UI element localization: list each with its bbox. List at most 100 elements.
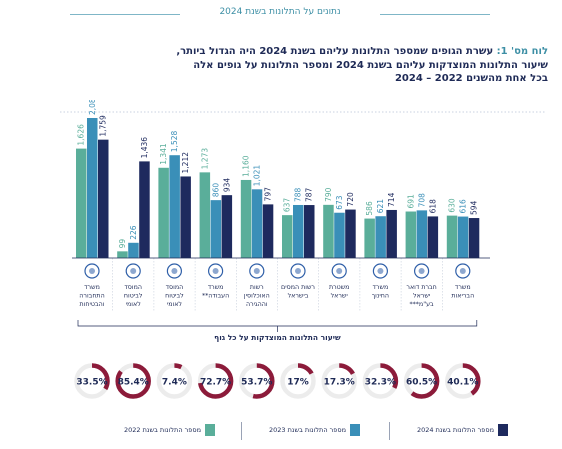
rate-value: 17.3% [324,378,355,388]
bar-value-label: 797 [264,187,273,202]
category-label: וההגירה [246,301,268,308]
rate-ring [74,363,110,399]
org-logo-mark [377,268,384,274]
bar [468,218,480,258]
category-label: המוסד [166,284,184,291]
bar-value-label: 788 [294,187,303,202]
bar [199,172,211,258]
bar-value-label: 1,528 [170,131,179,153]
rate-ring [321,363,357,399]
page-header-text: נתונים על התלונות בשנת 2024 [219,7,341,17]
bar-value-label: 708 [417,193,426,208]
bar-value-label: 1,341 [159,143,168,165]
chart-title-line-2: שיעור התלונות המוצדקות עליהם בשנת 2024 ו… [193,59,548,71]
bar-value-label: 594 [470,200,479,215]
category-label: העבודה** [202,293,229,300]
header-divider-left [70,14,180,15]
bar [375,216,386,258]
rate-value: 7.4% [162,378,187,388]
bar-value-label: 586 [365,201,374,216]
rate-value: 60.5% [406,378,437,388]
bar-value-label: 934 [222,178,231,193]
bar [416,210,428,258]
org-logo-mark [89,268,95,274]
category-label: התחבורה [79,293,104,300]
category-label: משרד [208,284,224,291]
bar [345,209,356,258]
legend-label-2023: מספר התלונות בשנת 2023 [269,426,346,434]
chart-title-line-3: בכל אחת מהשנים 2022 – 2024 [394,73,548,84]
bar-value-label: 621 [376,199,385,214]
category-label: המוסד [124,284,142,291]
org-logo-mark [459,268,466,274]
bar [386,209,397,258]
category-label: לביטוח [124,293,143,300]
bar [158,167,169,258]
bar-value-label: 1,021 [253,165,262,187]
rate-ring [362,363,399,399]
bar [282,215,293,258]
category-label: והבטיחות [80,301,105,308]
bar [210,200,222,258]
category-label: הבריאות [451,293,474,300]
bar [457,216,469,258]
bar [139,161,150,258]
bar [334,212,345,258]
bar-value-label: 1,160 [242,155,251,177]
org-logo-mark [171,268,178,274]
bar [117,251,128,258]
legend: מספר התלונות בשנת 2024 מספר התלונות בשנת… [70,420,560,444]
bar-value-label: 637 [283,198,292,213]
rate-value: 53.7% [241,378,272,388]
bar-value-label: 1,759 [99,115,108,137]
rate-label: שיעור התלונות המוצדקות על כל גוף [214,333,341,342]
org-logo-mark [130,268,137,274]
category-label: חברת דואר [406,284,436,291]
bar [98,139,109,258]
rate-ring [445,363,481,399]
legend-item-2024: מספר התלונות בשנת 2024 [417,424,508,436]
rate-value: 17% [287,378,309,388]
legend-swatch-2023 [350,424,360,436]
chart-title-line-1: לוח מס' 1: עשרת הגופים שמספר התלונות עלי… [28,45,548,59]
rate-value: 33.5% [76,378,107,388]
bar-value-label: 691 [406,194,415,209]
rate-ring [403,363,440,399]
bar-value-label: 2,081 [88,100,97,115]
category-label: לביטוח [165,293,184,300]
rate-ring [280,363,316,399]
bar-value-label: 673 [335,195,344,210]
bar-value-label: 1,626 [77,124,86,146]
rate-ring [239,363,275,399]
bar-value-label: 630 [448,198,457,213]
bar-value-label: 720 [346,192,355,207]
category-label: בע"מ*** [409,301,434,308]
org-logo-mark [295,268,301,274]
table-number: לוח מס' 1: [496,46,548,57]
category-label: משרד [455,284,471,291]
legend-swatch-2024 [498,424,508,436]
bar [405,211,417,258]
bar [304,205,315,258]
category-label: לאומי [126,301,142,308]
bar-value-label: 714 [387,192,396,207]
legend-label-2024: מספר התלונות בשנת 2024 [417,426,494,434]
bar [240,179,252,258]
bar [169,155,180,258]
org-logo-mark [336,268,343,274]
header-band: נתונים על התלונות בשנת 2024 [70,6,490,22]
bar-value-label: 1,212 [181,152,190,174]
category-label: בישראל [288,293,309,300]
bar-value-label: 1,273 [200,148,209,170]
bar [251,189,263,258]
bar-value-label: 618 [428,199,437,214]
legend-item-2022: מספר התלונות בשנת 2022 [124,424,215,436]
bar [87,118,98,258]
bar [221,195,233,258]
bar [262,204,274,258]
bar-value-label: 790 [324,187,333,202]
bar-value-label: 99 [118,239,127,249]
category-label: ישראל [331,293,348,300]
rate-bracket [77,320,478,327]
